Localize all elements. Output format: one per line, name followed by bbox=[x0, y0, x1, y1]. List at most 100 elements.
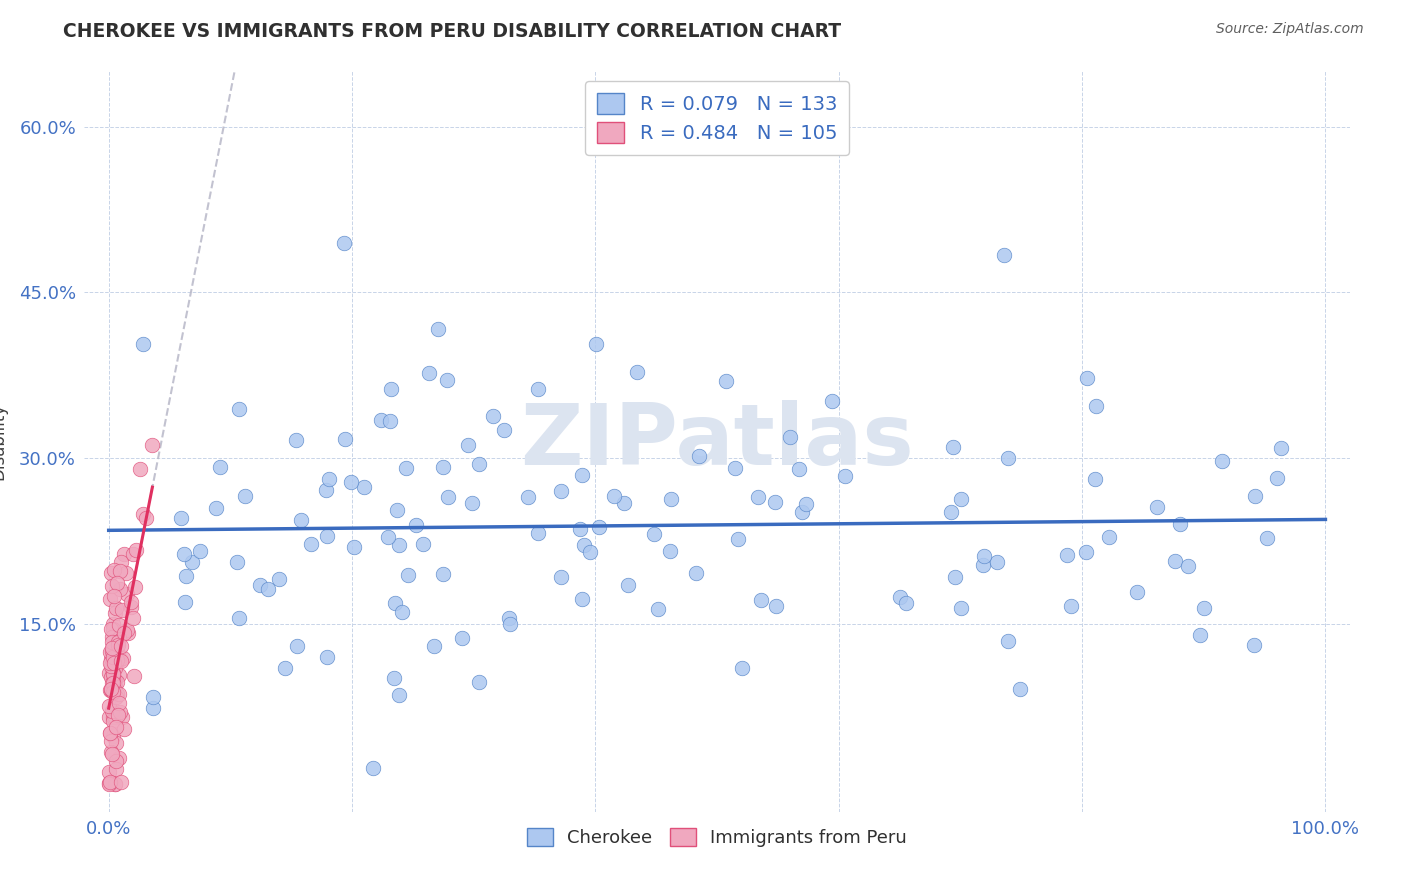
Point bbox=[482, 409, 505, 423]
Point bbox=[461, 496, 484, 510]
Point bbox=[603, 490, 626, 504]
Point bbox=[122, 611, 145, 625]
Point bbox=[388, 688, 411, 702]
Point bbox=[122, 669, 145, 683]
Point bbox=[468, 675, 491, 690]
Point bbox=[115, 587, 138, 601]
Point bbox=[1256, 531, 1278, 545]
Point bbox=[98, 645, 121, 659]
Point bbox=[128, 461, 150, 475]
Point bbox=[749, 593, 772, 607]
Point bbox=[571, 468, 593, 483]
Point bbox=[588, 520, 610, 534]
Point bbox=[107, 618, 129, 632]
Point bbox=[107, 751, 129, 765]
Point bbox=[423, 639, 446, 653]
Point bbox=[939, 505, 962, 519]
Point bbox=[412, 536, 434, 550]
Point bbox=[943, 570, 966, 584]
Point bbox=[107, 696, 129, 710]
Point bbox=[516, 490, 538, 504]
Point bbox=[208, 460, 231, 475]
Point bbox=[110, 705, 132, 719]
Point bbox=[333, 235, 356, 250]
Point bbox=[526, 526, 548, 541]
Point bbox=[997, 634, 1019, 648]
Point bbox=[724, 460, 747, 475]
Point bbox=[380, 382, 402, 396]
Point bbox=[972, 558, 994, 572]
Point bbox=[174, 568, 197, 582]
Point bbox=[432, 460, 454, 475]
Point bbox=[1076, 370, 1098, 384]
Text: CHEROKEE VS IMMIGRANTS FROM PERU DISABILITY CORRELATION CHART: CHEROKEE VS IMMIGRANTS FROM PERU DISABIL… bbox=[63, 22, 841, 41]
Point bbox=[318, 472, 340, 486]
Point bbox=[111, 602, 134, 616]
Point bbox=[1270, 441, 1292, 455]
Point bbox=[100, 622, 122, 636]
Point bbox=[101, 663, 124, 677]
Point bbox=[790, 505, 813, 519]
Point bbox=[457, 438, 479, 452]
Point bbox=[101, 635, 124, 649]
Point bbox=[450, 631, 472, 645]
Point bbox=[104, 754, 127, 768]
Point bbox=[285, 640, 308, 654]
Point bbox=[105, 576, 128, 591]
Point bbox=[101, 667, 124, 681]
Point bbox=[353, 479, 375, 493]
Point bbox=[437, 490, 460, 504]
Point bbox=[101, 714, 124, 729]
Point bbox=[427, 322, 450, 336]
Point bbox=[101, 641, 124, 656]
Point bbox=[343, 540, 366, 554]
Point bbox=[1243, 638, 1265, 652]
Point bbox=[110, 582, 132, 596]
Point bbox=[110, 555, 132, 569]
Point bbox=[377, 530, 399, 544]
Point bbox=[115, 566, 138, 581]
Point bbox=[181, 555, 204, 569]
Point bbox=[391, 605, 413, 619]
Point bbox=[572, 538, 595, 552]
Point bbox=[787, 462, 810, 476]
Point bbox=[820, 393, 842, 408]
Point bbox=[1168, 517, 1191, 532]
Point bbox=[105, 674, 128, 689]
Point bbox=[103, 685, 125, 699]
Point bbox=[112, 722, 135, 736]
Point bbox=[104, 679, 127, 693]
Point bbox=[205, 500, 228, 515]
Point bbox=[613, 496, 636, 510]
Point bbox=[104, 607, 127, 621]
Point bbox=[228, 611, 250, 625]
Point bbox=[98, 764, 121, 779]
Point bbox=[107, 647, 129, 661]
Point bbox=[101, 579, 124, 593]
Point bbox=[659, 491, 682, 506]
Point bbox=[1211, 453, 1233, 467]
Point bbox=[942, 440, 965, 454]
Point bbox=[101, 747, 124, 761]
Point bbox=[125, 543, 148, 558]
Point bbox=[101, 673, 124, 687]
Point bbox=[98, 726, 121, 740]
Point bbox=[228, 402, 250, 417]
Point bbox=[363, 760, 385, 774]
Point bbox=[104, 661, 127, 675]
Point bbox=[122, 547, 145, 561]
Point bbox=[103, 590, 125, 604]
Point bbox=[142, 701, 165, 715]
Point bbox=[101, 666, 124, 681]
Point bbox=[550, 483, 572, 498]
Point bbox=[714, 375, 737, 389]
Point bbox=[98, 775, 121, 789]
Point bbox=[100, 670, 122, 684]
Point bbox=[436, 373, 458, 387]
Point bbox=[100, 734, 122, 748]
Point bbox=[727, 532, 749, 546]
Point bbox=[105, 653, 128, 667]
Point bbox=[103, 656, 125, 670]
Point bbox=[1085, 399, 1108, 413]
Point bbox=[316, 650, 339, 665]
